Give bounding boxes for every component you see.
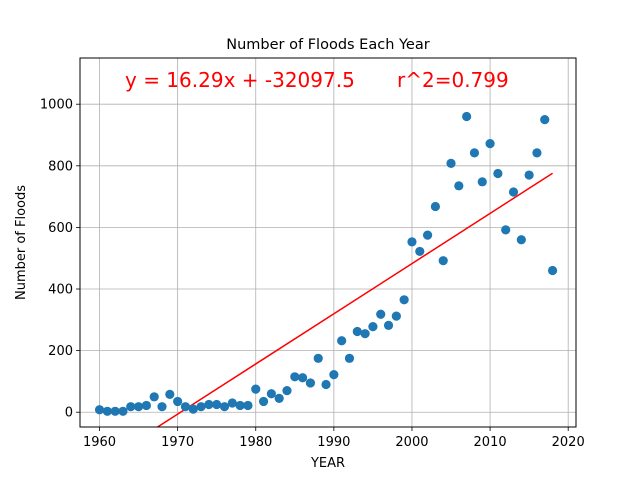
data-point xyxy=(407,237,417,247)
y-tick-label: 0 xyxy=(65,406,73,421)
data-point xyxy=(422,230,433,240)
data-point xyxy=(485,139,495,149)
data-point xyxy=(258,396,269,407)
data-point xyxy=(102,406,112,416)
data-point xyxy=(212,399,222,410)
data-point xyxy=(149,392,159,402)
data-point xyxy=(329,370,339,380)
x-tick-label: 2010 xyxy=(474,435,507,450)
data-point xyxy=(94,405,105,415)
data-point xyxy=(305,378,316,388)
data-point xyxy=(532,148,542,158)
data-point xyxy=(274,393,284,403)
data-point xyxy=(110,406,120,416)
data-point xyxy=(266,389,276,399)
data-point xyxy=(282,386,292,396)
data-point xyxy=(141,400,151,411)
data-point xyxy=(204,399,214,410)
x-tick-label: 2020 xyxy=(552,435,585,450)
data-point xyxy=(493,168,503,179)
data-point xyxy=(290,372,300,382)
data-point xyxy=(118,406,128,416)
data-point xyxy=(469,148,480,158)
y-tick-label: 400 xyxy=(48,283,73,298)
y-tick-label: 1000 xyxy=(40,98,73,113)
data-point xyxy=(430,201,441,212)
x-tick-label: 1960 xyxy=(83,435,116,450)
regression-equation-annotation: y = 16.29x + -32097.5 xyxy=(125,68,355,92)
data-points xyxy=(94,111,558,416)
data-point xyxy=(391,311,401,321)
data-point xyxy=(235,400,245,411)
data-point xyxy=(415,246,425,257)
regression-line-group xyxy=(156,172,553,427)
x-axis-ticks: 1960 1970 1980 1990 2000 2010 2020 xyxy=(83,427,585,450)
data-point xyxy=(383,320,394,330)
data-point xyxy=(368,321,378,332)
data-point xyxy=(313,353,323,363)
data-point xyxy=(133,402,144,412)
data-point xyxy=(321,379,331,390)
chart-title: Number of Floods Each Year xyxy=(226,37,429,53)
data-point xyxy=(540,115,550,125)
y-axis-label: Number of Floods xyxy=(14,185,29,300)
data-point xyxy=(376,309,386,319)
x-tick-label: 2000 xyxy=(395,435,428,450)
y-tick-label: 200 xyxy=(48,344,73,359)
data-point xyxy=(126,402,136,412)
data-point xyxy=(180,402,191,412)
data-point xyxy=(337,336,347,346)
data-point xyxy=(157,402,167,412)
data-point xyxy=(399,295,409,305)
x-axis-label: YEAR xyxy=(310,456,345,471)
data-point xyxy=(462,111,472,122)
r-squared-annotation: r^2=0.799 xyxy=(397,68,509,92)
data-point xyxy=(547,265,558,276)
x-tick-label: 1970 xyxy=(161,435,194,450)
data-point xyxy=(524,170,534,180)
data-point xyxy=(446,158,456,168)
data-point xyxy=(251,384,261,394)
data-point xyxy=(165,389,175,399)
data-point xyxy=(219,402,230,412)
data-point xyxy=(477,177,487,187)
data-point xyxy=(508,187,519,197)
data-point xyxy=(352,326,362,337)
plot-frame xyxy=(79,57,577,428)
data-point xyxy=(227,398,237,408)
grid xyxy=(80,58,576,427)
data-point xyxy=(344,353,355,363)
data-point xyxy=(243,400,253,411)
data-point xyxy=(454,181,464,191)
y-axis-ticks: 0 200 400 600 800 1000 xyxy=(40,98,80,421)
data-point xyxy=(360,329,370,339)
data-point xyxy=(188,404,198,414)
data-point xyxy=(501,225,511,235)
y-tick-label: 600 xyxy=(48,221,73,236)
regression-line xyxy=(156,172,553,427)
data-point xyxy=(516,235,526,245)
data-point xyxy=(298,373,308,383)
x-tick-label: 1990 xyxy=(317,435,350,450)
y-tick-label: 800 xyxy=(48,159,73,174)
x-tick-label: 1980 xyxy=(239,435,272,450)
data-point xyxy=(438,256,448,266)
data-point xyxy=(173,396,183,407)
data-point xyxy=(196,402,206,412)
